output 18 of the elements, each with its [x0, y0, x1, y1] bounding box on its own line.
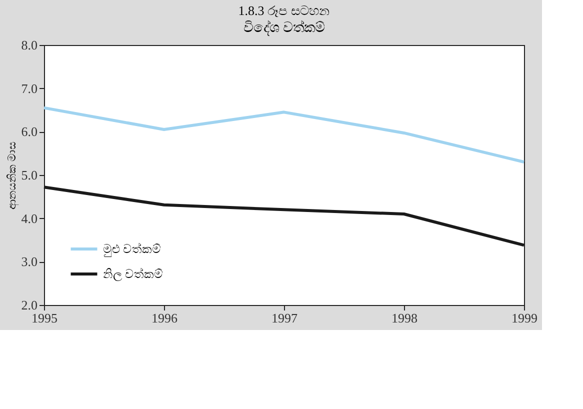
x-tick-label: 1997: [272, 310, 298, 326]
x-tick-label: 1998: [392, 310, 418, 326]
chart-subtitle: විදේශ වත්කම්: [243, 20, 325, 36]
y-tick-label: 3.0: [21, 254, 38, 270]
line-series: [42, 106, 526, 164]
chart-title: 1.8.3 රූප සටහන: [238, 3, 330, 18]
y-tick-label: 2.0: [21, 298, 38, 312]
y-axis-title: ආනයනික මාස: [6, 142, 20, 210]
y-tick-label: 7.0: [21, 80, 38, 96]
legend-label: මුළු වත්කම්: [103, 242, 161, 257]
y-tick-label: 8.0: [21, 38, 38, 52]
y-tick-label: 6.0: [21, 124, 38, 140]
y-tick-label: 5.0: [21, 168, 38, 182]
x-tick-label: 1995: [32, 310, 58, 326]
legend-label: නිල වත්කම්: [103, 267, 163, 282]
x-tick-label: 1999: [512, 310, 538, 326]
y-tick-label: 4.0: [21, 210, 38, 226]
x-tick-label: 1996: [152, 310, 178, 326]
